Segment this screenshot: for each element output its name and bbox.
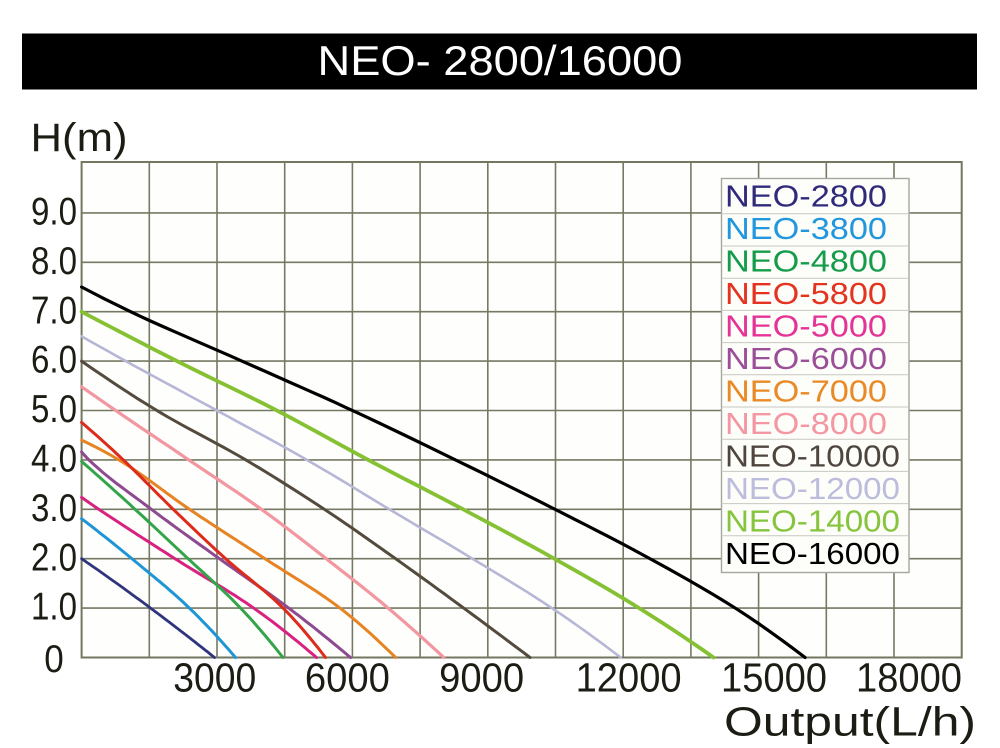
svg-text:NEO-12000: NEO-12000 xyxy=(725,472,900,506)
svg-text:2.0: 2.0 xyxy=(31,536,77,579)
svg-text:NEO-2800: NEO-2800 xyxy=(725,179,887,213)
svg-text:NEO-3800: NEO-3800 xyxy=(725,212,887,246)
svg-text:8.0: 8.0 xyxy=(31,240,77,283)
svg-text:12000: 12000 xyxy=(576,655,682,701)
svg-text:15000: 15000 xyxy=(721,655,827,701)
svg-text:NEO-8000: NEO-8000 xyxy=(725,407,887,441)
svg-text:4.0: 4.0 xyxy=(31,438,77,481)
svg-text:Output(L/h): Output(L/h) xyxy=(724,699,976,745)
svg-text:NEO-7000: NEO-7000 xyxy=(725,374,887,408)
svg-text:H(m): H(m) xyxy=(31,116,128,160)
svg-text:5.0: 5.0 xyxy=(31,388,77,431)
svg-text:9.0: 9.0 xyxy=(31,191,77,234)
svg-text:3000: 3000 xyxy=(173,655,256,701)
svg-text:9000: 9000 xyxy=(439,655,524,701)
svg-text:7.0: 7.0 xyxy=(31,289,77,332)
svg-text:0: 0 xyxy=(44,638,64,681)
svg-text:NEO-16000: NEO-16000 xyxy=(725,537,900,571)
svg-text:NEO- 2800/16000: NEO- 2800/16000 xyxy=(318,37,683,84)
svg-text:NEO-14000: NEO-14000 xyxy=(725,504,900,538)
svg-text:18000: 18000 xyxy=(856,655,962,701)
svg-text:NEO-5000: NEO-5000 xyxy=(725,309,887,343)
svg-text:3.0: 3.0 xyxy=(31,487,77,530)
svg-text:6.0: 6.0 xyxy=(31,339,77,382)
svg-text:1.0: 1.0 xyxy=(31,586,77,629)
svg-text:NEO-10000: NEO-10000 xyxy=(725,439,900,473)
svg-text:NEO-5800: NEO-5800 xyxy=(725,277,887,311)
svg-text:NEO-6000: NEO-6000 xyxy=(725,342,887,376)
svg-text:6000: 6000 xyxy=(305,655,390,701)
svg-text:NEO-4800: NEO-4800 xyxy=(725,244,887,278)
